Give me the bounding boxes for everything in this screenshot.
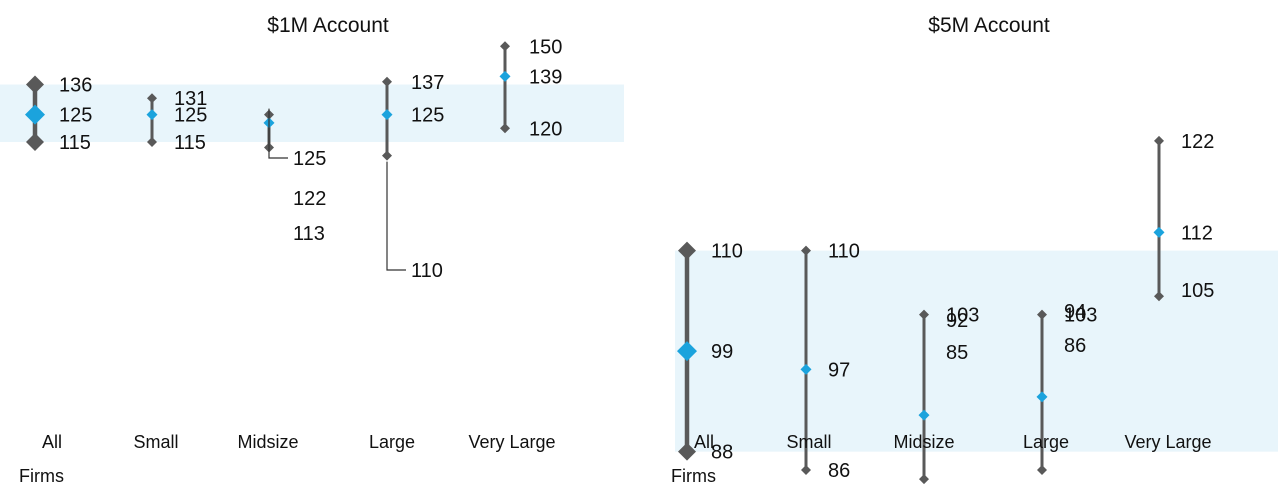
median-marker [25, 104, 45, 125]
high-value-label: 150 [529, 36, 562, 58]
category-label: Large [369, 432, 415, 452]
range-all-firms: 110 99 88 [677, 241, 743, 464]
low-value-label: 88 [711, 442, 733, 464]
low-value-label: 113 [293, 223, 325, 245]
range-midsize: 125 122 113 [263, 108, 326, 245]
category-label: Small [133, 432, 178, 452]
median-marker [499, 70, 511, 82]
category-label: All Firms [19, 432, 64, 485]
range-large: 137 125 110 [381, 72, 444, 282]
category-label: Very Large [468, 432, 555, 452]
label-connector [386, 161, 406, 271]
median-value-label: 97 [828, 359, 850, 381]
high-marker [678, 241, 696, 260]
category-label: Midsize [893, 432, 954, 452]
high-value-label: 136 [59, 75, 92, 97]
high-marker [919, 309, 929, 320]
low-marker [801, 464, 811, 475]
median-marker [1036, 391, 1048, 403]
high-value-label: 131 [174, 88, 207, 110]
high-value-label: 110 [828, 241, 860, 263]
high-marker [1037, 309, 1047, 320]
high-value-label: 103 [946, 305, 979, 327]
low-marker [678, 442, 696, 461]
median-value-label: 139 [529, 66, 562, 88]
category-label: Midsize [237, 432, 298, 452]
median-marker [677, 341, 697, 362]
median-value-label: 125 [59, 105, 92, 127]
median-marker [918, 409, 930, 421]
high-value-label: 137 [411, 72, 444, 94]
category-label: Small [786, 432, 831, 452]
high-marker [801, 245, 811, 256]
low-marker [500, 123, 510, 134]
label-connector [268, 108, 288, 159]
median-value-label: 94 [1064, 301, 1086, 323]
median-marker [800, 363, 812, 375]
median-marker [146, 109, 158, 121]
median-marker [1153, 226, 1165, 238]
median-marker [381, 109, 393, 121]
low-marker [26, 132, 44, 151]
high-value-label: 103 [1064, 305, 1097, 327]
high-marker [382, 76, 392, 87]
low-value-label: 115 [59, 132, 91, 154]
low-value-label: 115 [174, 132, 206, 154]
range-all-firms: 136 125 115 [25, 75, 92, 154]
chart-title: $5M Account [928, 14, 1050, 37]
low-value-label: 85 [946, 342, 968, 364]
category-label: Very Large [1124, 432, 1211, 452]
low-marker [382, 150, 392, 161]
category-label: All Firms [671, 432, 716, 485]
high-marker [1154, 135, 1164, 146]
highlight-band [0, 84, 624, 142]
category-label: Large [1023, 432, 1069, 452]
highlight-band [675, 250, 1278, 452]
low-value-label: 86 [828, 460, 850, 482]
low-value-label: 120 [529, 118, 562, 140]
low-marker [1037, 464, 1047, 475]
low-value-label: 86 [1064, 335, 1086, 357]
high-value-label: 125 [293, 148, 326, 170]
median-value-label: 125 [174, 105, 207, 127]
range-very-large: 150 139 120 [499, 36, 562, 140]
median-value-label: 112 [1181, 222, 1213, 244]
range-very-large: 122 112 105 [1153, 131, 1214, 302]
high-marker [26, 75, 44, 94]
high-value-label: 122 [1181, 131, 1214, 153]
low-marker [919, 474, 929, 485]
median-value-label: 92 [946, 310, 968, 332]
median-value-label: 122 [293, 188, 326, 210]
high-value-label: 110 [711, 241, 743, 263]
median-value-label: 125 [411, 105, 444, 127]
range-small: 110 97 86 [800, 241, 860, 482]
low-value-label: 110 [411, 260, 443, 282]
low-marker [147, 136, 157, 147]
median-value-label: 99 [711, 341, 733, 363]
low-value-label: 105 [1181, 280, 1214, 302]
high-marker [500, 41, 510, 52]
low-marker [1154, 291, 1164, 302]
high-marker [147, 93, 157, 104]
chart-title: $1M Account [267, 14, 389, 37]
